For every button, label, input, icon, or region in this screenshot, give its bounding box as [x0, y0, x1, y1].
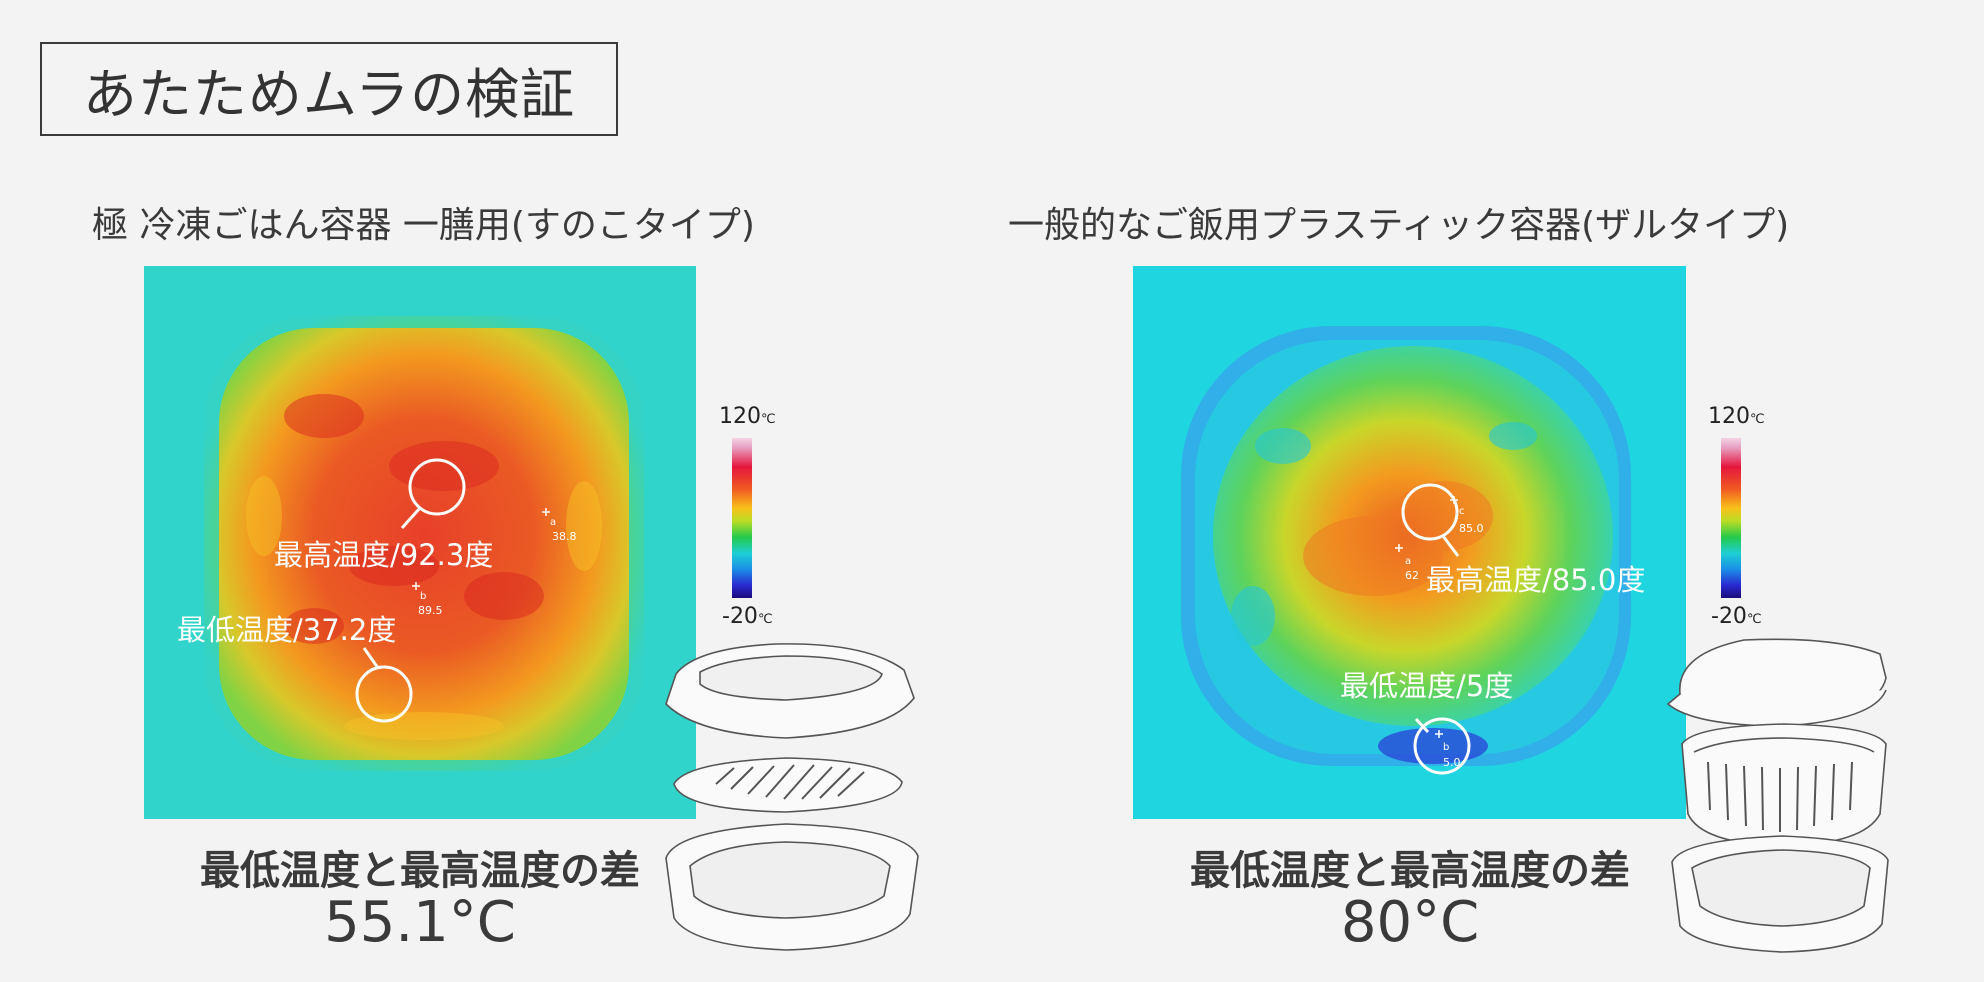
left-color-scale-bar [732, 438, 752, 598]
right-max-temp-label: 最高温度/85.0度 [1426, 563, 1645, 597]
left-diff-label: 最低温度と最高温度の差 [200, 848, 640, 894]
left-thermal-image: a 38.8 b 89.5 最高温度/92.3度 最低温度/37.2度 [144, 266, 696, 819]
right-diff-label: 最低温度と最高温度の差 [1190, 848, 1630, 894]
left-panel-heading: 極 冷凍ごはん容器 一膳用(すのこタイプ) [92, 205, 755, 246]
colander-container-illustration [1664, 634, 1892, 954]
right-point-c-value: 85.0 [1459, 522, 1484, 535]
right-diff-value: 80°C [1340, 890, 1480, 955]
right-min-temp-label: 最低温度/5度 [1340, 669, 1513, 703]
right-color-scale-bar [1721, 438, 1741, 598]
left-point-a-value: 38.8 [552, 530, 577, 543]
sunoko-container-illustration [656, 634, 922, 954]
right-scale-max: 120℃ [1708, 404, 1765, 429]
left-scale-min: -20℃ [722, 604, 773, 629]
left-max-temp-label: 最高温度/92.3度 [274, 538, 493, 572]
right-thermal-image: c 85.0 a 62 b 5.0 最高温度/85.0度 最低温度/5度 [1133, 266, 1686, 819]
left-point-b-letter: b [420, 591, 426, 602]
right-point-a-letter: a [1405, 556, 1411, 567]
right-point-b-value: 5.0 [1443, 756, 1461, 769]
right-point-c-letter: c [1459, 506, 1465, 517]
right-point-a-value: 62 [1405, 569, 1419, 582]
right-panel-heading: 一般的なご飯用プラスティック容器(ザルタイプ) [1008, 205, 1790, 246]
right-scale-min: -20℃ [1711, 604, 1762, 629]
page-title: あたためムラの検証 [40, 42, 618, 136]
left-min-temp-label: 最低温度/37.2度 [177, 613, 396, 647]
left-scale-max: 120℃ [719, 404, 776, 429]
right-point-b-letter: b [1443, 742, 1449, 753]
left-diff-value: 55.1°C [324, 890, 516, 955]
left-point-b-value: 89.5 [418, 604, 443, 617]
left-point-a-letter: a [550, 517, 556, 528]
